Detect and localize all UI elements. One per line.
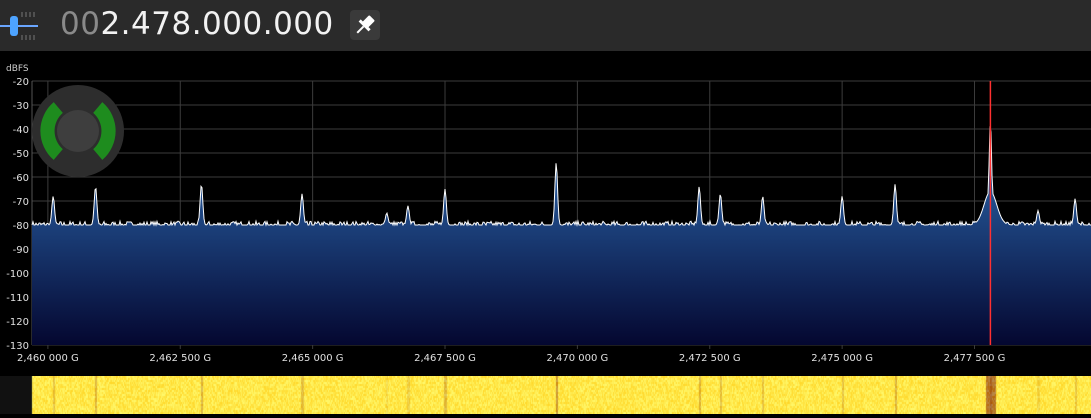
y-tick-label: -70 (13, 197, 29, 208)
y-tick-label: -130 (6, 341, 29, 352)
x-tick-label: 2,475 000 G (811, 353, 873, 364)
waterfall-panel[interactable] (0, 376, 1091, 414)
y-tick-label: -90 (13, 245, 29, 256)
y-axis-ticks: -20 -30 -40 -50 -60 -70 -80 -90 -100 -110 -120 -130 (6, 77, 29, 352)
x-tick-label: 2,477 500 G (944, 353, 1006, 364)
y-tick-label: -120 (6, 317, 29, 328)
spectrum-panel[interactable]: dBFS -20 -30 -40 -50 -60 -70 -80 -90 -100 -110 -12… (0, 51, 1091, 376)
x-tick-label: 2,465 000 G (282, 353, 344, 364)
zoom-in-right-segment[interactable] (93, 102, 116, 160)
waterfall-display[interactable] (0, 376, 1091, 414)
spectrum-area (32, 126, 1091, 345)
frequency-leading-digits[interactable]: 00 (60, 6, 101, 42)
y-axis-unit-label: dBFS (6, 64, 29, 74)
zoom-out-left-segment[interactable] (40, 102, 63, 160)
spectrum-trace (31, 126, 1091, 227)
y-tick-label: -50 (13, 149, 29, 160)
x-tick-label: 2,460 000 G (17, 353, 79, 364)
y-tick-label: -110 (6, 293, 29, 304)
zoom-control[interactable] (32, 85, 124, 177)
pin-button[interactable] (350, 10, 380, 40)
x-tick-label: 2,470 000 G (546, 353, 608, 364)
y-tick-label: -80 (13, 221, 29, 232)
y-tick-label: -20 (13, 77, 29, 88)
x-tick-label: 2,472 500 G (679, 353, 741, 364)
spectrum-line (31, 126, 1091, 227)
pin-icon (356, 15, 375, 34)
x-tick-label: 2,467 500 G (414, 353, 476, 364)
y-tick-label: -60 (13, 173, 29, 184)
toolbar: 002.478.000.000 (0, 0, 1091, 51)
center-frequency-display[interactable]: 002.478.000.000 (60, 4, 334, 44)
tuning-slider-icon[interactable] (0, 8, 38, 44)
x-axis-ticks: 2,460 000 G 2,462 500 G 2,465 000 G 2,467 5… (17, 353, 1005, 364)
y-tick-label: -30 (13, 101, 29, 112)
y-tick-label: -100 (6, 269, 29, 280)
y-tick-label: -40 (13, 125, 29, 136)
frequency-main-digits[interactable]: 2.478.000.000 (100, 6, 334, 42)
x-tick-label: 2,462 500 G (149, 353, 211, 364)
spectrum-fill (32, 126, 1091, 345)
zoom-control-center[interactable] (57, 110, 99, 152)
spectrum-plot[interactable]: dBFS -20 -30 -40 -50 -60 -70 -80 -90 -100 -110 -12… (0, 51, 1091, 376)
